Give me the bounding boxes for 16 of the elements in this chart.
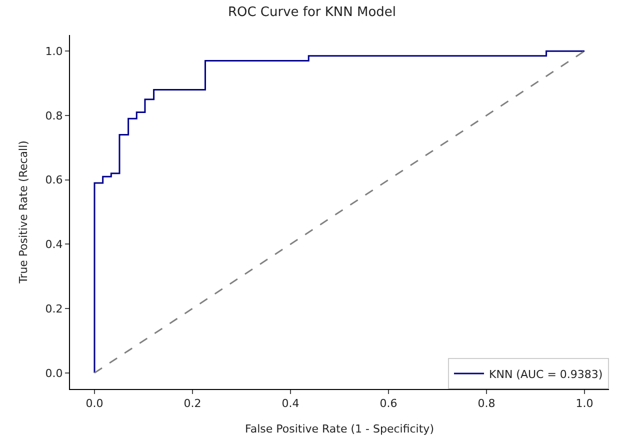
y-tick-label: 0.0 <box>45 366 63 380</box>
y-tick-label: 0.2 <box>45 302 63 316</box>
chart-title: ROC Curve for KNN Model <box>228 4 396 20</box>
x-tick-label: 0.2 <box>184 397 202 410</box>
x-tick-label: 0.4 <box>282 397 300 410</box>
x-tick-label: 0.6 <box>380 397 398 410</box>
x-tick-label: 1.0 <box>576 397 594 410</box>
y-tick-label: 0.6 <box>45 174 63 187</box>
y-axis-title: True Positive Rate (Recall) <box>16 140 30 284</box>
y-tick-label: 1.0 <box>45 44 63 58</box>
x-tick-label: 0.0 <box>86 397 104 410</box>
legend-label: KNN (AUC = 0.9383) <box>489 368 603 381</box>
x-axis-title: False Positive Rate (1 - Specificity) <box>245 422 434 436</box>
y-tick-label: 0.4 <box>45 238 63 252</box>
y-tick-label: 0.8 <box>45 109 63 122</box>
x-tick-label: 0.8 <box>478 397 496 410</box>
